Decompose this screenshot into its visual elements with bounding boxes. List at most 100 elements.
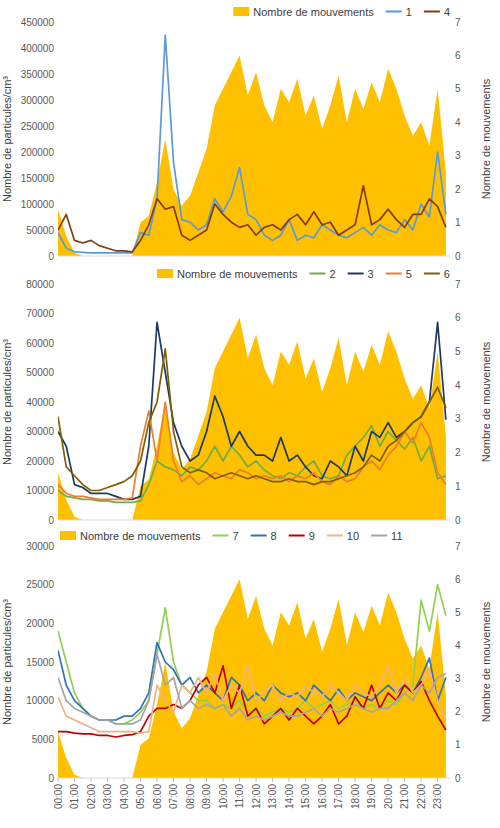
y-tick-label: 10000 bbox=[26, 695, 54, 706]
legend-label: 10 bbox=[347, 530, 359, 542]
x-tick bbox=[272, 778, 273, 782]
x-tick-label: 21:00 bbox=[399, 784, 410, 809]
x-tick bbox=[157, 778, 158, 782]
legend: Nombre de mouvements2356 bbox=[157, 268, 450, 280]
y-tick-label: 15000 bbox=[26, 657, 54, 668]
x-tick bbox=[173, 778, 174, 782]
y-tick-label: 20000 bbox=[26, 618, 54, 629]
x-axis-line bbox=[58, 256, 450, 257]
area-series bbox=[58, 579, 446, 778]
legend-label: 2 bbox=[329, 268, 335, 280]
legend-swatch bbox=[289, 535, 305, 537]
x-axis-line bbox=[58, 520, 450, 521]
y2-tick-label: 7 bbox=[455, 279, 461, 290]
x-tick-label: 19:00 bbox=[366, 784, 377, 809]
legend-swatch bbox=[309, 273, 325, 275]
y-tick-label: 5000 bbox=[32, 734, 55, 745]
x-tick bbox=[305, 778, 306, 782]
y-tick-label: 400000 bbox=[21, 43, 55, 54]
legend-label: 11 bbox=[391, 530, 402, 542]
x-tick-label: 03:00 bbox=[102, 784, 113, 809]
legend-swatch bbox=[212, 535, 228, 537]
legend-label: 7 bbox=[232, 530, 238, 542]
y2-tick-label: 3 bbox=[455, 673, 461, 684]
x-tick-label: 13:00 bbox=[267, 784, 278, 809]
x-tick bbox=[190, 778, 191, 782]
y-tick-label: 250000 bbox=[21, 121, 55, 132]
y-tick-label: 0 bbox=[48, 251, 54, 262]
y2-tick-label: 6 bbox=[455, 50, 461, 61]
legend-swatch bbox=[60, 531, 76, 540]
x-tick bbox=[74, 778, 75, 782]
line-series bbox=[58, 654, 446, 724]
y-tick-label: 0 bbox=[48, 773, 54, 784]
x-tick bbox=[437, 778, 438, 782]
x-tick bbox=[239, 778, 240, 782]
y2-tick-label: 7 bbox=[455, 17, 461, 28]
legend-label: 5 bbox=[406, 268, 412, 280]
legend-swatch bbox=[327, 535, 343, 537]
area-series bbox=[58, 318, 446, 520]
x-tick bbox=[256, 778, 257, 782]
y2-tick-label: 7 bbox=[455, 541, 461, 552]
area-series bbox=[58, 55, 446, 256]
x-tick-label: 09:00 bbox=[201, 784, 212, 809]
x-tick bbox=[322, 778, 323, 782]
x-tick-label: 07:00 bbox=[168, 784, 179, 809]
x-tick-label: 12:00 bbox=[251, 784, 262, 809]
legend-label: 4 bbox=[444, 6, 450, 18]
x-tick-label: 20:00 bbox=[383, 784, 394, 809]
y2-tick-label: 6 bbox=[455, 574, 461, 585]
y-tick-label: 30000 bbox=[26, 541, 54, 552]
x-tick bbox=[124, 778, 125, 782]
legend-swatch bbox=[371, 535, 387, 537]
legend-swatch bbox=[348, 273, 364, 275]
y2-axis-title: Nombre de mouvements bbox=[480, 601, 492, 722]
y2-tick-label: 4 bbox=[455, 380, 461, 391]
y-tick-label: 450000 bbox=[21, 17, 55, 28]
y-tick-label: 0 bbox=[48, 515, 54, 526]
legend-swatch bbox=[424, 273, 440, 275]
y-tick-label: 100000 bbox=[21, 199, 55, 210]
x-tick bbox=[140, 778, 141, 782]
x-tick-label: 23:00 bbox=[432, 784, 443, 809]
y-tick-label: 10000 bbox=[26, 485, 54, 496]
y2-tick-label: 0 bbox=[455, 773, 461, 784]
line-series bbox=[58, 585, 446, 724]
y-tick-label: 350000 bbox=[21, 69, 55, 80]
y-tick-label: 70000 bbox=[26, 308, 54, 319]
x-axis-line bbox=[58, 778, 450, 779]
line-series bbox=[58, 35, 446, 253]
line-series bbox=[58, 349, 446, 491]
line-series bbox=[58, 322, 446, 499]
y2-tick-label: 3 bbox=[455, 413, 461, 424]
y-tick-label: 25000 bbox=[26, 579, 54, 590]
x-tick bbox=[371, 778, 372, 782]
x-tick-label: 10:00 bbox=[218, 784, 229, 809]
y-tick-label: 300000 bbox=[21, 95, 55, 106]
x-tick-label: 05:00 bbox=[135, 784, 146, 809]
y2-tick-label: 2 bbox=[455, 184, 461, 195]
x-tick-label: 17:00 bbox=[333, 784, 344, 809]
y2-tick-label: 4 bbox=[455, 640, 461, 651]
legend: Nombre de mouvements14 bbox=[233, 6, 450, 18]
legend-swatch bbox=[233, 7, 249, 16]
x-tick-label: 22:00 bbox=[416, 784, 427, 809]
page: {"chart_data": [ {"type": "line", "x": [… bbox=[0, 0, 500, 828]
y-tick-label: 40000 bbox=[26, 397, 54, 408]
y-axis-title: Nombre de particules/cm³ bbox=[1, 339, 13, 465]
legend-swatch bbox=[251, 535, 267, 537]
y2-tick-label: 5 bbox=[455, 346, 461, 357]
x-tick-label: 04:00 bbox=[119, 784, 130, 809]
plot-area bbox=[58, 35, 446, 256]
x-tick bbox=[421, 778, 422, 782]
x-tick bbox=[289, 778, 290, 782]
x-tick-label: 02:00 bbox=[86, 784, 97, 809]
legend-label: Nombre de mouvements bbox=[177, 268, 298, 280]
x-tick-label: 18:00 bbox=[350, 784, 361, 809]
y2-tick-label: 0 bbox=[455, 251, 461, 262]
y2-tick-label: 1 bbox=[455, 739, 461, 750]
plot-area bbox=[58, 318, 446, 520]
y-axis-title: Nombre de particules/cm³ bbox=[1, 599, 13, 725]
legend-swatch bbox=[386, 273, 402, 275]
